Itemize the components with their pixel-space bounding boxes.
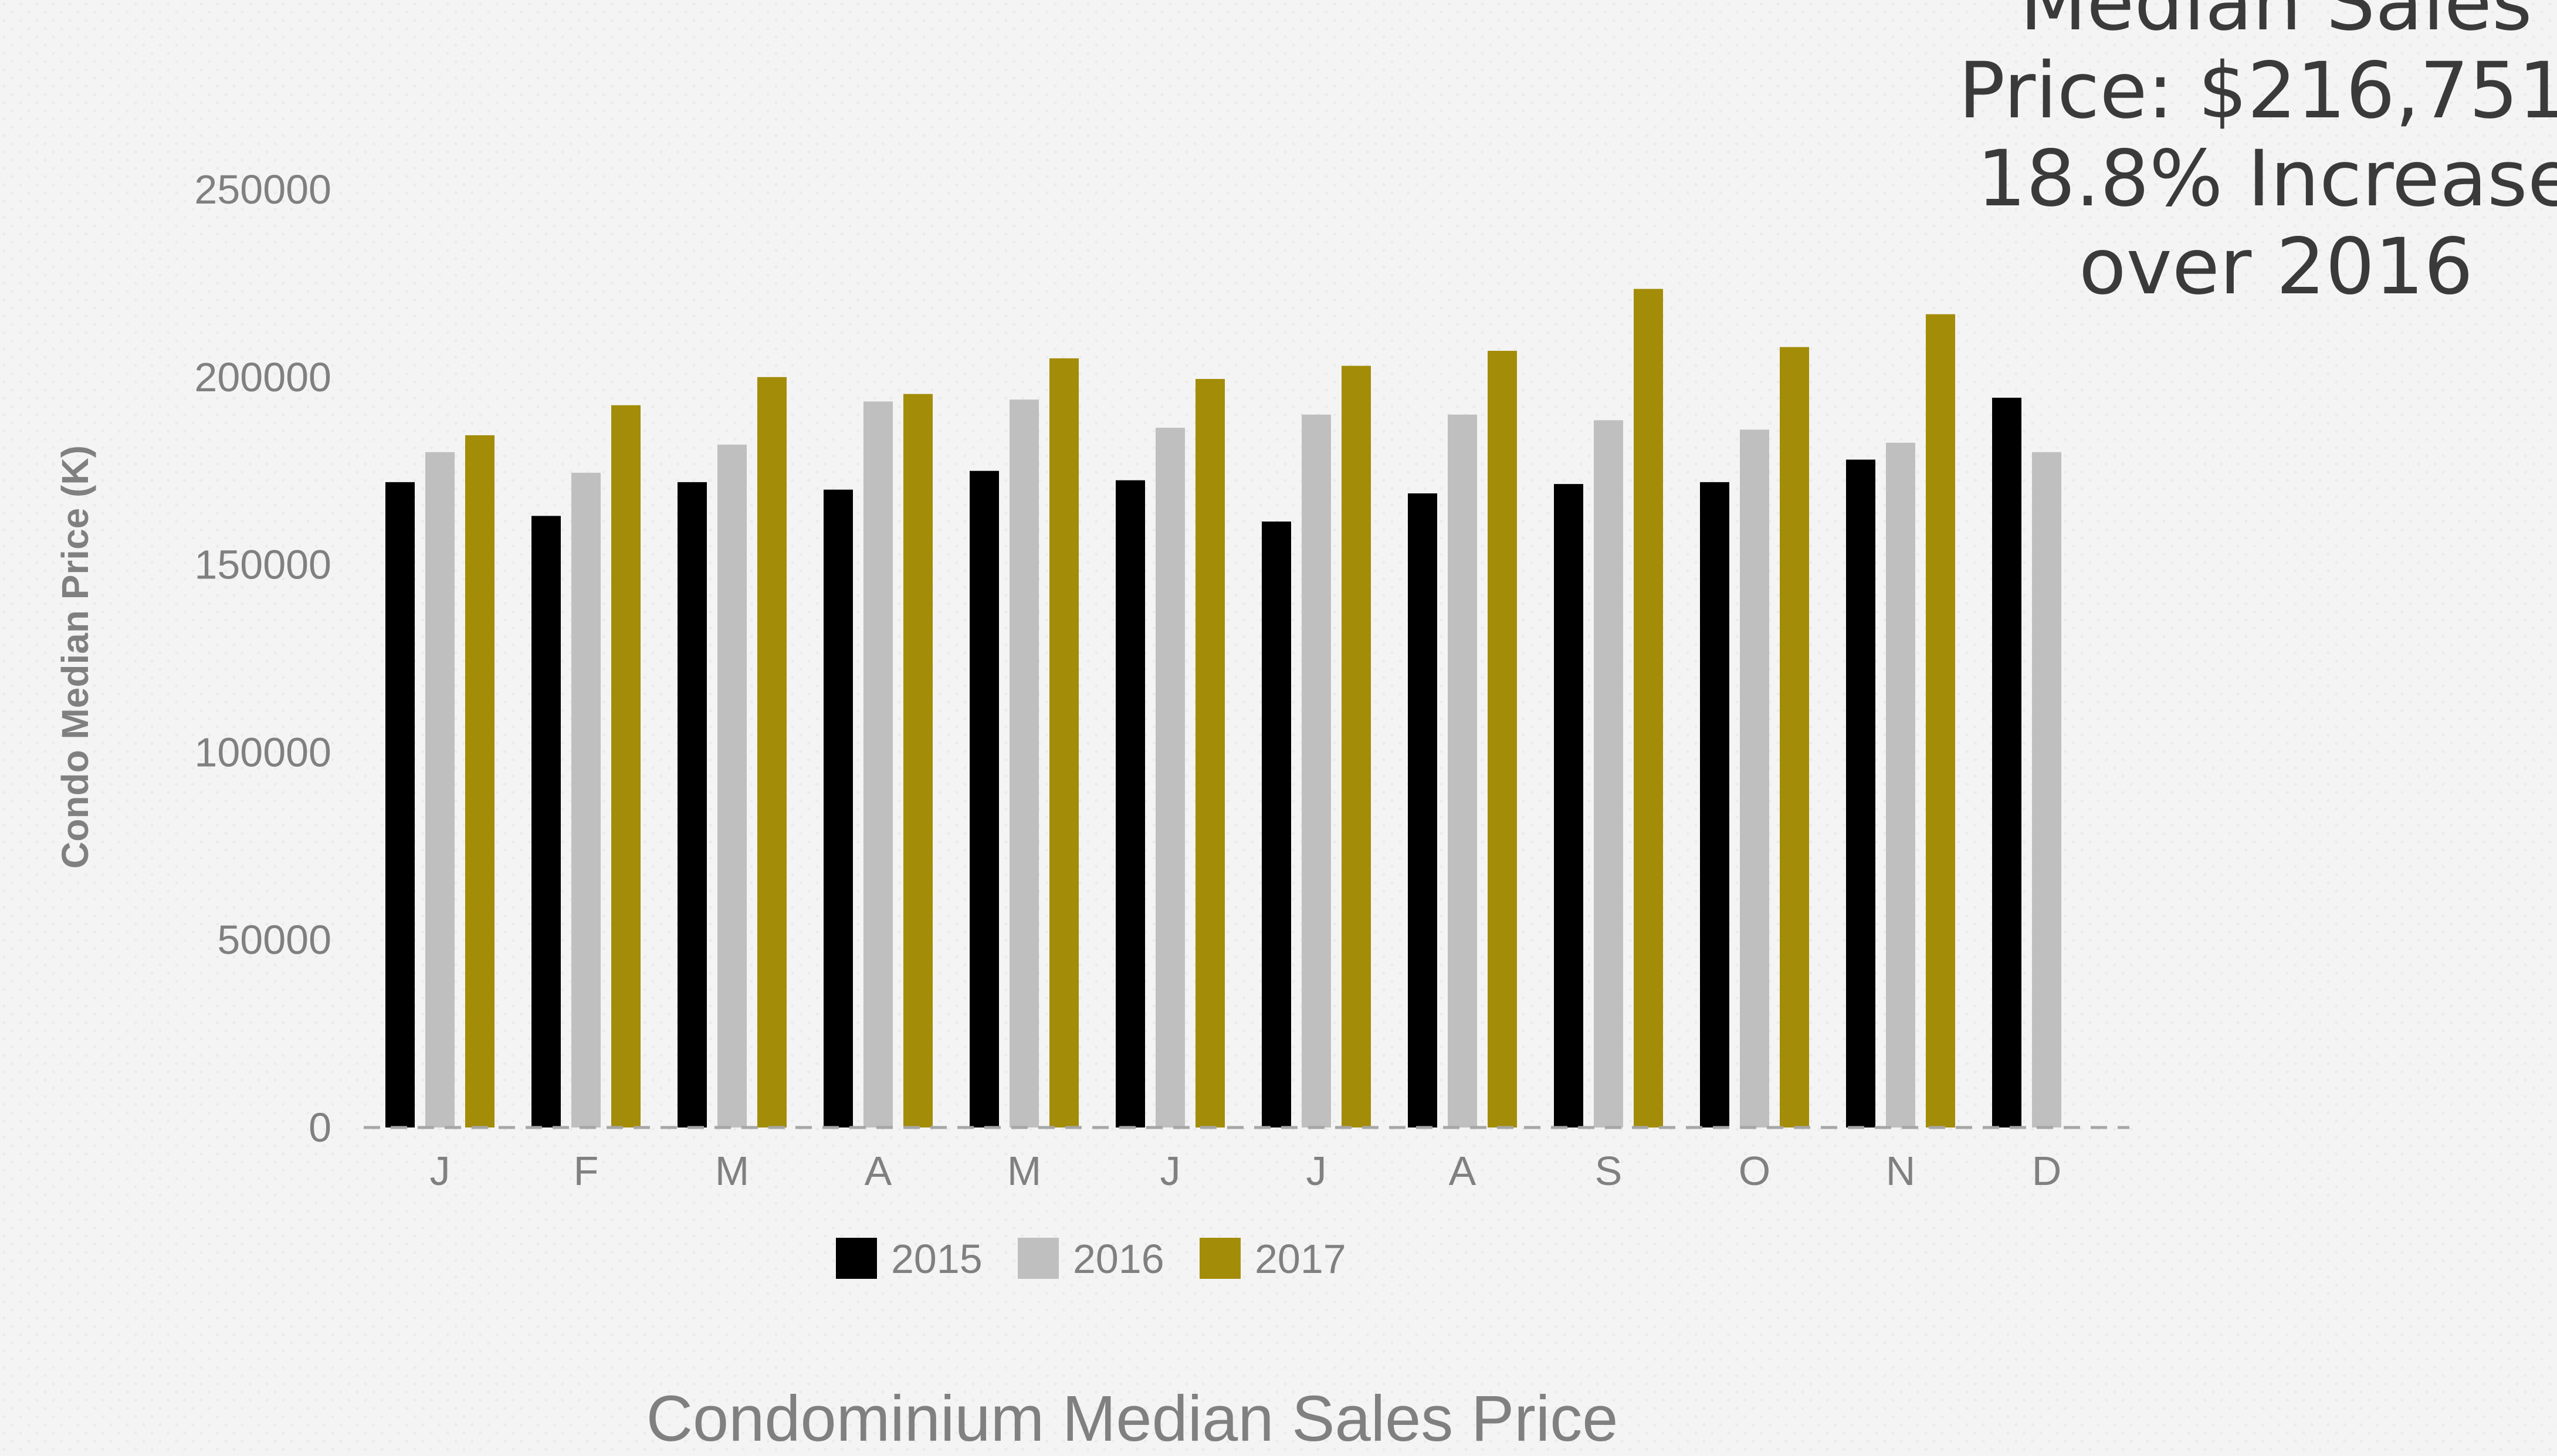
y-tick-label: 0: [309, 1105, 331, 1150]
bar-2015-n-10: [1846, 459, 1875, 1128]
bar-2015-j-5: [1116, 480, 1145, 1128]
bar-2017-j-5: [1195, 378, 1225, 1127]
bars: [385, 289, 2061, 1128]
x-tick-label: D: [2032, 1148, 2062, 1194]
x-tick-label: M: [715, 1148, 749, 1194]
bar-2017-o-9: [1780, 347, 1809, 1127]
legend-swatch-2017: [1200, 1238, 1241, 1279]
bar-2017-a-7: [1488, 351, 1517, 1127]
x-tick-label: A: [1449, 1148, 1476, 1194]
legend-label-2015: 2015: [891, 1236, 983, 1282]
bar-2017-n-10: [1926, 314, 1955, 1127]
x-tick-label: M: [1007, 1148, 1041, 1194]
bar-2017-f-1: [611, 405, 641, 1127]
x-tick-label: F: [574, 1148, 599, 1194]
bar-2015-j-0: [385, 482, 415, 1128]
x-tick-label: S: [1595, 1148, 1623, 1194]
bar-2016-d-11: [2032, 452, 2061, 1127]
bar-2017-m-2: [757, 377, 787, 1127]
bar-2016-j-0: [425, 452, 455, 1127]
bar-2016-a-7: [1448, 414, 1477, 1127]
bar-2015-d-11: [1992, 397, 2021, 1127]
x-tick-label: A: [865, 1148, 892, 1194]
bar-2017-m-4: [1049, 358, 1079, 1127]
bar-2015-f-1: [531, 516, 561, 1127]
legend-swatch-2016: [1018, 1238, 1059, 1279]
x-tick-label: O: [1739, 1148, 1770, 1194]
bar-2015-s-8: [1554, 484, 1583, 1128]
bar-2015-m-4: [970, 470, 999, 1128]
callout-line-4: over 2016: [2078, 222, 2474, 312]
bar-2016-j-5: [1156, 428, 1185, 1127]
x-tick-label: J: [430, 1148, 451, 1194]
bar-2015-m-2: [678, 482, 707, 1128]
legend: 2015 2016 2017: [836, 1236, 1346, 1282]
y-tick-label: 150000: [194, 542, 331, 588]
bar-2016-f-1: [571, 472, 601, 1128]
callout-line-2: Price: $216,751;: [1958, 46, 2557, 136]
y-axis-label: Condo Median Price (K): [54, 445, 96, 869]
bar-2016-n-10: [1886, 442, 1915, 1127]
bar-2015-j-6: [1262, 522, 1291, 1127]
median-price-callout: Median Sales Price: $216,751; 18.8% Incr…: [1953, 0, 2557, 311]
y-tick-label: 100000: [194, 729, 331, 775]
bar-2015-o-9: [1700, 482, 1729, 1128]
bar-2015-a-3: [824, 489, 853, 1128]
bar-2015-a-7: [1408, 493, 1437, 1128]
bar-2017-j-6: [1342, 365, 1371, 1127]
legend-label-2016: 2016: [1073, 1236, 1164, 1282]
callout-line-1: Median Sales: [2020, 0, 2532, 48]
y-tick-label: 250000: [194, 167, 331, 212]
bar-2017-s-8: [1634, 289, 1663, 1127]
chart-title: Condominium Median Sales Price: [646, 1383, 1618, 1455]
callout-line-3: 18.8% Increase: [1977, 134, 2557, 224]
y-tick-label: 50000: [217, 917, 331, 963]
bar-2017-a-3: [903, 394, 933, 1127]
y-axis-ticks: 0 50000 100000 150000 200000 250000: [194, 167, 331, 1150]
x-tick-label: J: [1160, 1148, 1181, 1194]
bar-2016-m-4: [1010, 399, 1039, 1127]
legend-label-2017: 2017: [1255, 1236, 1346, 1282]
x-tick-label: N: [1886, 1148, 1916, 1194]
bar-2016-a-3: [863, 401, 893, 1127]
bar-2017-j-0: [465, 435, 495, 1127]
bar-2016-o-9: [1740, 429, 1769, 1127]
legend-swatch-2015: [836, 1238, 877, 1279]
x-tick-label: J: [1306, 1148, 1327, 1194]
bar-2016-s-8: [1594, 420, 1623, 1127]
y-tick-label: 200000: [194, 354, 331, 400]
bar-2016-m-2: [717, 444, 747, 1127]
bar-2016-j-6: [1302, 414, 1331, 1127]
